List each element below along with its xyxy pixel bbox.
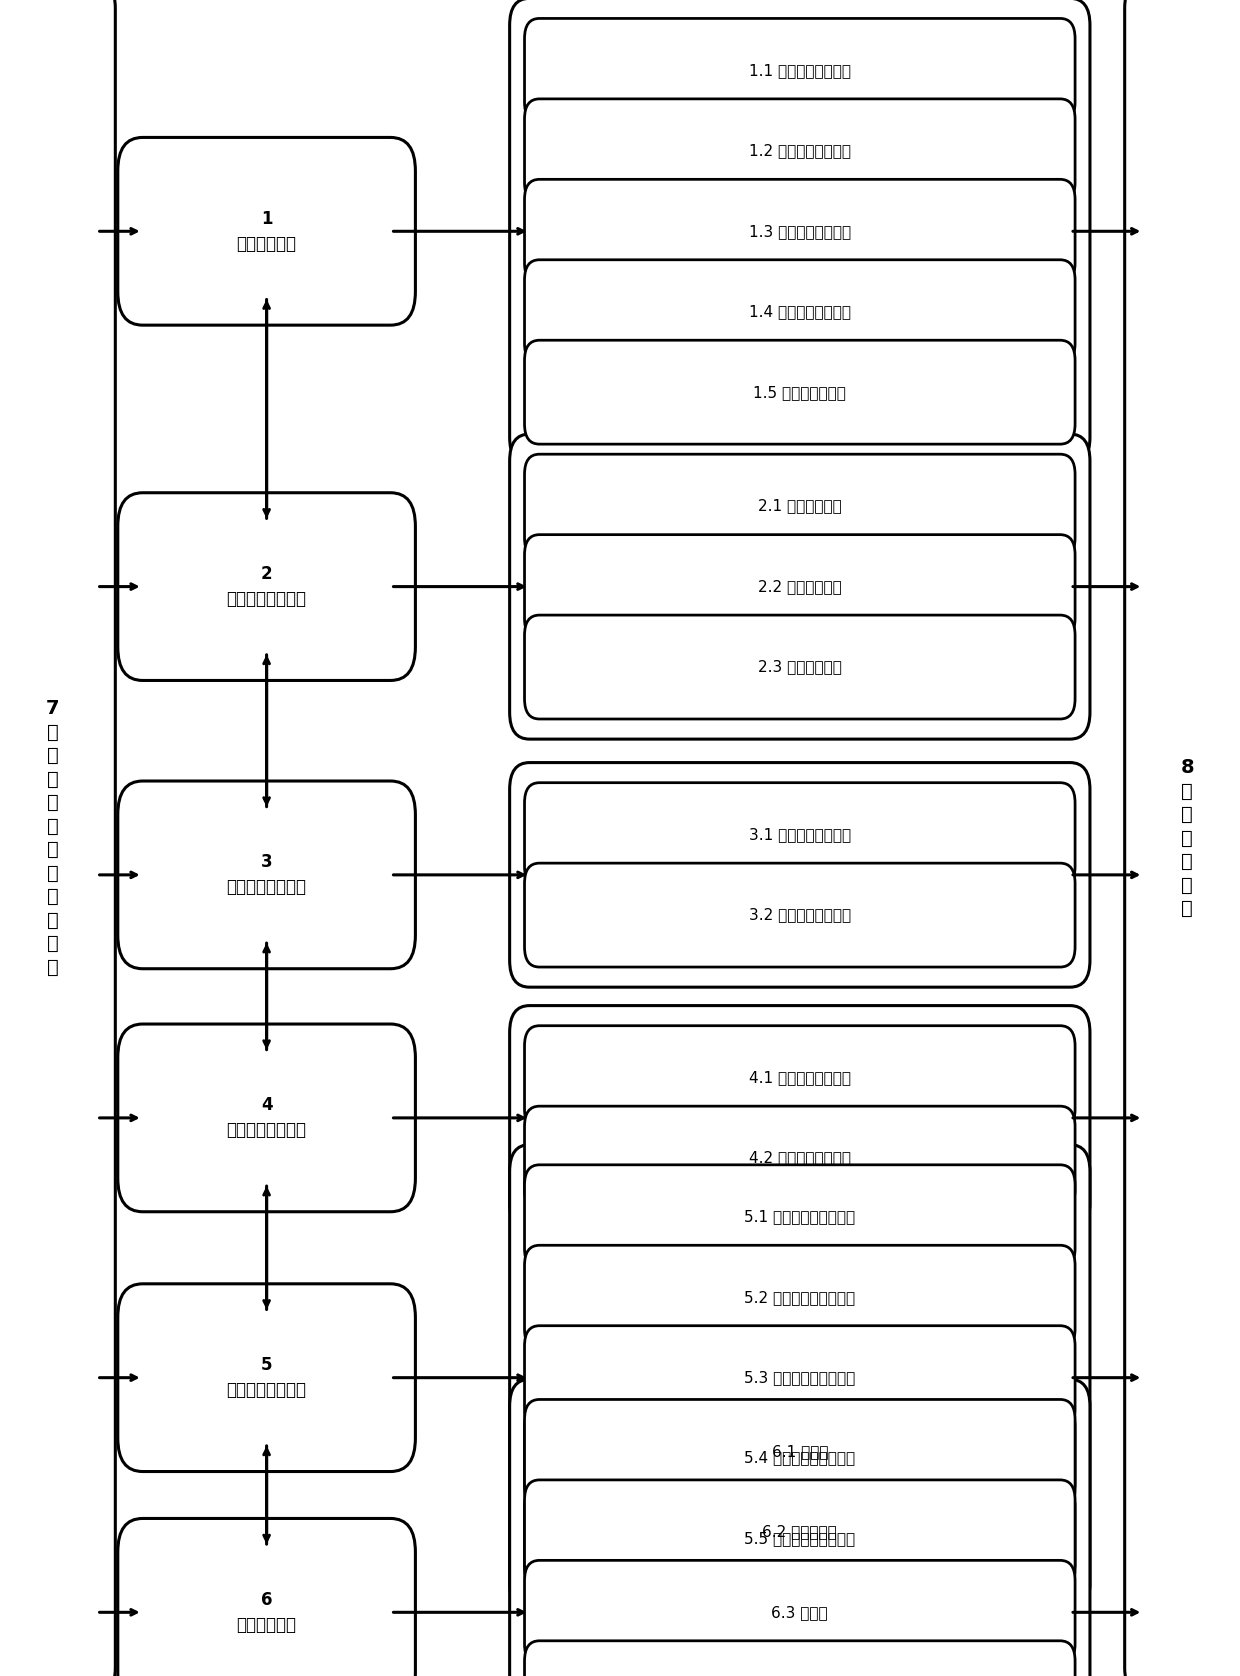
Text: 4.1 临床指南检索模块: 4.1 临床指南检索模块 — [749, 1071, 851, 1084]
Text: 7
云
平
台
信
息
管
理
系
统
模
块: 7 云 平 台 信 息 管 理 系 统 模 块 — [46, 699, 60, 977]
Text: 5.3 三阶段语言康复模块: 5.3 三阶段语言康复模块 — [744, 1371, 856, 1384]
FancyBboxPatch shape — [525, 1245, 1075, 1349]
FancyBboxPatch shape — [525, 1406, 1075, 1510]
FancyBboxPatch shape — [525, 863, 1075, 967]
FancyBboxPatch shape — [525, 1560, 1075, 1664]
Text: 1.2 文本信息识别模块: 1.2 文本信息识别模块 — [749, 144, 851, 158]
Text: 1.5 综合数据库模块: 1.5 综合数据库模块 — [754, 385, 846, 399]
Text: 4.2 专家共识检索模块: 4.2 专家共识检索模块 — [749, 1151, 851, 1165]
FancyBboxPatch shape — [510, 763, 1090, 987]
FancyBboxPatch shape — [525, 179, 1075, 283]
Text: 5.1 一阶段语言康复模块: 5.1 一阶段语言康复模块 — [744, 1210, 856, 1223]
Text: 1.3 图像信息识别模块: 1.3 图像信息识别模块 — [749, 225, 851, 238]
Text: 5
智能语言康复模块: 5 智能语言康复模块 — [227, 1356, 306, 1399]
FancyBboxPatch shape — [525, 535, 1075, 639]
FancyBboxPatch shape — [525, 1326, 1075, 1430]
Text: 5.5 五阶段语言康复模块: 5.5 五阶段语言康复模块 — [744, 1532, 856, 1545]
FancyBboxPatch shape — [525, 1106, 1075, 1210]
FancyBboxPatch shape — [525, 260, 1075, 364]
FancyBboxPatch shape — [510, 1006, 1090, 1230]
FancyBboxPatch shape — [510, 1379, 1090, 1676]
FancyBboxPatch shape — [525, 1026, 1075, 1130]
Text: 2.3 辅助检查模块: 2.3 辅助检查模块 — [758, 660, 842, 674]
FancyBboxPatch shape — [525, 18, 1075, 122]
FancyBboxPatch shape — [525, 1165, 1075, 1269]
FancyBboxPatch shape — [525, 1487, 1075, 1591]
FancyBboxPatch shape — [118, 1518, 415, 1676]
Text: 6.1 计算机: 6.1 计算机 — [771, 1445, 828, 1458]
Text: 3.2 汉语失语评价量表: 3.2 汉语失语评价量表 — [749, 908, 851, 922]
FancyBboxPatch shape — [118, 781, 415, 969]
Text: 2
智能信息采集模块: 2 智能信息采集模块 — [227, 565, 306, 608]
FancyBboxPatch shape — [1125, 0, 1240, 1676]
Text: 5.2 二阶段语言康复模块: 5.2 二阶段语言康复模块 — [744, 1291, 856, 1304]
Text: 8
电
源
系
统
模
块: 8 电 源 系 统 模 块 — [1180, 758, 1194, 918]
Text: 4
智能指南检索模块: 4 智能指南检索模块 — [227, 1096, 306, 1140]
FancyBboxPatch shape — [525, 340, 1075, 444]
FancyBboxPatch shape — [510, 1145, 1090, 1611]
Text: 2.1 病史采集模块: 2.1 病史采集模块 — [758, 499, 842, 513]
Text: 2.2 体格检查模块: 2.2 体格检查模块 — [758, 580, 842, 593]
FancyBboxPatch shape — [525, 99, 1075, 203]
FancyBboxPatch shape — [525, 454, 1075, 558]
FancyBboxPatch shape — [118, 493, 415, 680]
FancyBboxPatch shape — [525, 1399, 1075, 1503]
FancyBboxPatch shape — [118, 1284, 415, 1472]
FancyBboxPatch shape — [118, 137, 415, 325]
FancyBboxPatch shape — [525, 1480, 1075, 1584]
FancyBboxPatch shape — [525, 1641, 1075, 1676]
FancyBboxPatch shape — [525, 615, 1075, 719]
Text: 6.3 麦克风: 6.3 麦克风 — [771, 1606, 828, 1619]
Text: 3
智能语言评价模块: 3 智能语言评价模块 — [227, 853, 306, 897]
FancyBboxPatch shape — [118, 1024, 415, 1212]
Text: 3.1 西方失语评价量表: 3.1 西方失语评价量表 — [749, 828, 851, 841]
FancyBboxPatch shape — [0, 0, 115, 1676]
FancyBboxPatch shape — [510, 434, 1090, 739]
Text: 1
人工智能模块: 1 人工智能模块 — [237, 210, 296, 253]
Text: 6.2 变焦摄像头: 6.2 变焦摄像头 — [763, 1525, 837, 1539]
FancyBboxPatch shape — [510, 0, 1090, 464]
FancyBboxPatch shape — [525, 783, 1075, 887]
Text: 5.4 四阶段语言康复模块: 5.4 四阶段语言康复模块 — [744, 1451, 856, 1465]
Text: 1.1 语音信息识别模块: 1.1 语音信息识别模块 — [749, 64, 851, 77]
Text: 1.4 运动信息识别模块: 1.4 运动信息识别模块 — [749, 305, 851, 318]
Text: 6
远程医疗模块: 6 远程医疗模块 — [237, 1591, 296, 1634]
